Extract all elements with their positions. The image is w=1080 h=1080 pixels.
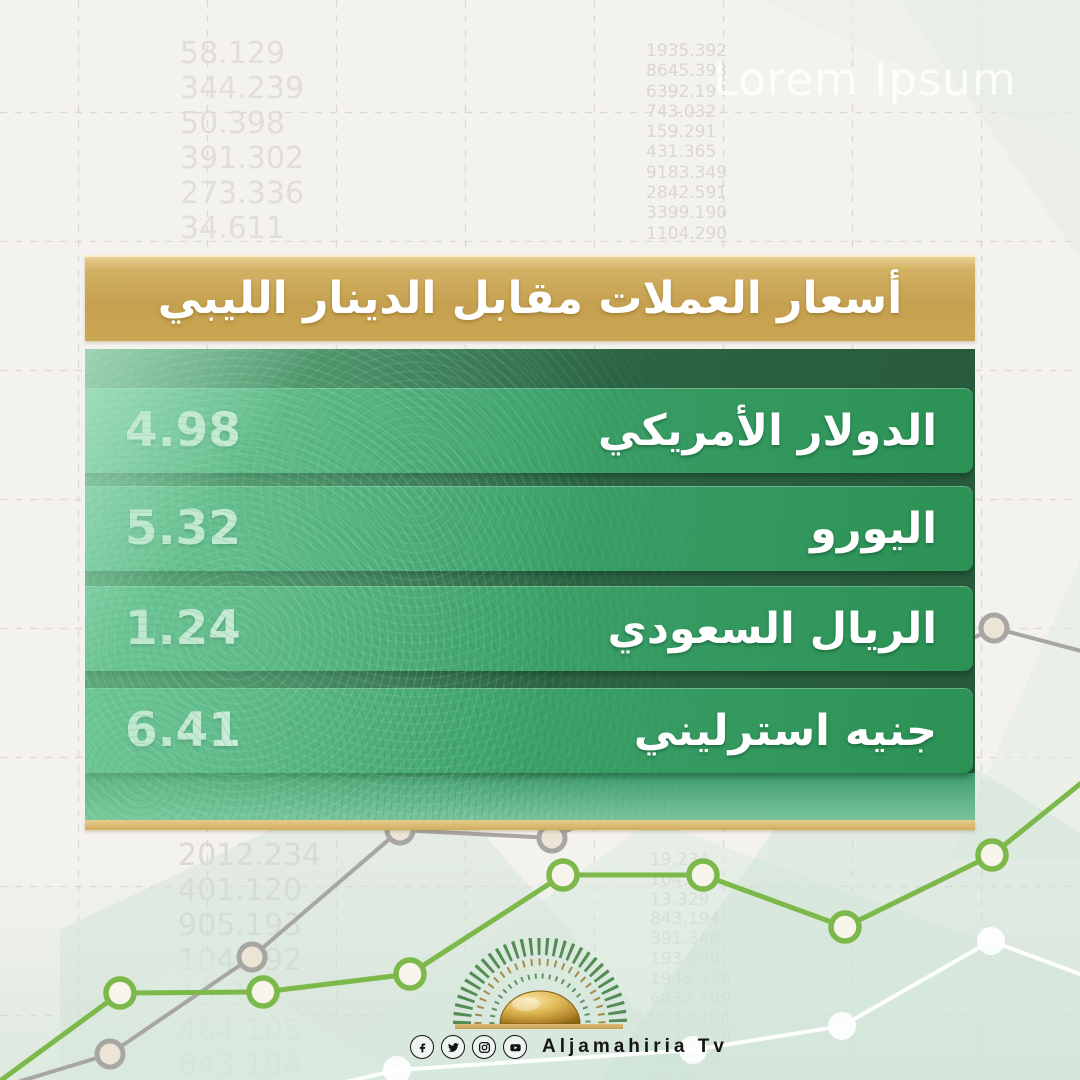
currency-label: الريال السعودي	[607, 603, 937, 654]
background-number: 8645.393	[646, 61, 728, 82]
background-number: 1935.392	[646, 41, 728, 61]
facebook-icon	[410, 1035, 434, 1059]
background-number: 2842.591	[646, 183, 728, 204]
channel-name: Aljamahiria Tv	[542, 1036, 728, 1057]
panel-bottom-fade	[85, 773, 975, 820]
background-number: 50.398	[180, 106, 285, 141]
calligraphy-emblem-icon	[453, 937, 627, 1025]
background-number: 159.291	[646, 122, 717, 143]
currency-label: جنيه استرليني	[633, 705, 937, 756]
rate-value: 4.98	[125, 403, 241, 458]
background-number: 6392.194	[646, 81, 728, 102]
background-number: 391.302	[180, 141, 305, 176]
twitter-icon	[441, 1035, 465, 1059]
lorem-watermark: Lorem Ipsum	[713, 53, 1017, 106]
page-title: أسعار العملات مقابل الدينار الليبي	[157, 272, 903, 324]
youtube-icon	[503, 1035, 527, 1059]
rate-value: 5.32	[125, 501, 241, 556]
background-number: 3399.190	[646, 203, 728, 224]
rates-table: 4.98 الدولار الأمريكي 5.32 اليورو 1.24 الريال…	[85, 349, 975, 820]
channel-logo	[448, 937, 632, 1034]
footer-social-row: Aljamahiria Tv	[410, 1034, 728, 1060]
rate-row: 6.41 جنيه استرليني	[85, 688, 973, 773]
instagram-icon	[472, 1035, 496, 1059]
table-bottom-bar	[85, 820, 975, 830]
rate-row: 5.32 اليورو	[85, 486, 973, 571]
currency-label: اليورو	[810, 503, 937, 554]
title-banner: أسعار العملات مقابل الدينار الليبي	[85, 255, 975, 341]
background-number-column-center-top: 58.129 344.239 50.398 391.302 273.336 34.611	[180, 36, 480, 246]
background-number: 34.611	[180, 211, 285, 246]
background-number: 9183.349	[646, 162, 728, 183]
rate-row: 4.98 الدولار الأمريكي	[85, 388, 973, 473]
background-number: 743.032	[646, 101, 717, 122]
logo-underline	[455, 1024, 623, 1029]
background-number: 431.365	[646, 142, 717, 163]
currency-label: الدولار الأمريكي	[598, 405, 937, 456]
background-number: 1104.290	[646, 223, 728, 244]
background-number: 344.239	[180, 71, 305, 106]
background-number: 58.129	[180, 36, 285, 71]
rate-row: 1.24 الريال السعودي	[85, 586, 973, 671]
background-number-column-right-top: 1935.392 8645.393 6392.194 743.032 159.291 43…	[646, 41, 846, 244]
background-number: 273.336	[180, 176, 305, 211]
rate-value: 1.24	[125, 601, 241, 656]
rate-value: 6.41	[125, 703, 241, 758]
